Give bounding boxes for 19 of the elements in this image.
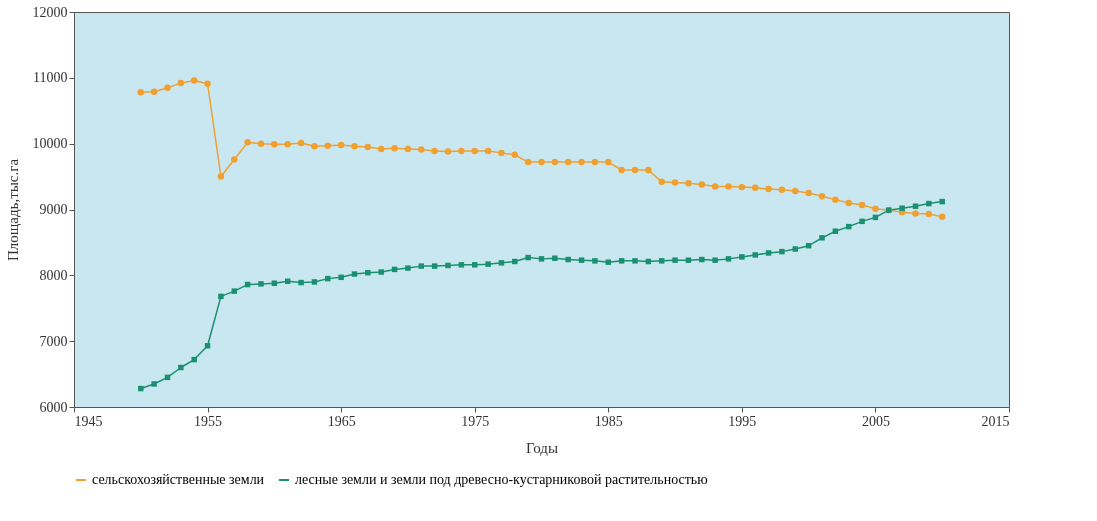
y-tick-label: 7000	[39, 333, 68, 349]
x-tick-label: 1945	[74, 413, 103, 429]
y-tick-label: 11000	[33, 70, 68, 86]
y-tick-label: 12000	[32, 4, 68, 20]
x-tick-label: 1995	[728, 413, 757, 429]
y-tick-label: 9000	[39, 202, 68, 217]
x-tick-label: 2005	[861, 413, 890, 429]
x-tick-label: 1955	[194, 413, 223, 429]
x-tick-label: 1965	[327, 413, 356, 429]
x-tick-label: 1985	[594, 413, 623, 429]
x-tick-label: 2015	[981, 413, 1010, 429]
y-tick-label: 10000	[32, 136, 68, 152]
legend-label: сельскохозяйственные земли	[92, 472, 265, 487]
y-tick-label: 8000	[39, 267, 68, 283]
y-tick-label: 6000	[39, 399, 68, 415]
x-tick-label: 1975	[461, 413, 490, 429]
legend-label: лесные земли и земли под древесно-кустарниковой растительностью	[295, 472, 708, 487]
y-axis-title: Площадь,тыс.га	[4, 158, 21, 262]
x-axis-title: Годы	[525, 439, 559, 456]
